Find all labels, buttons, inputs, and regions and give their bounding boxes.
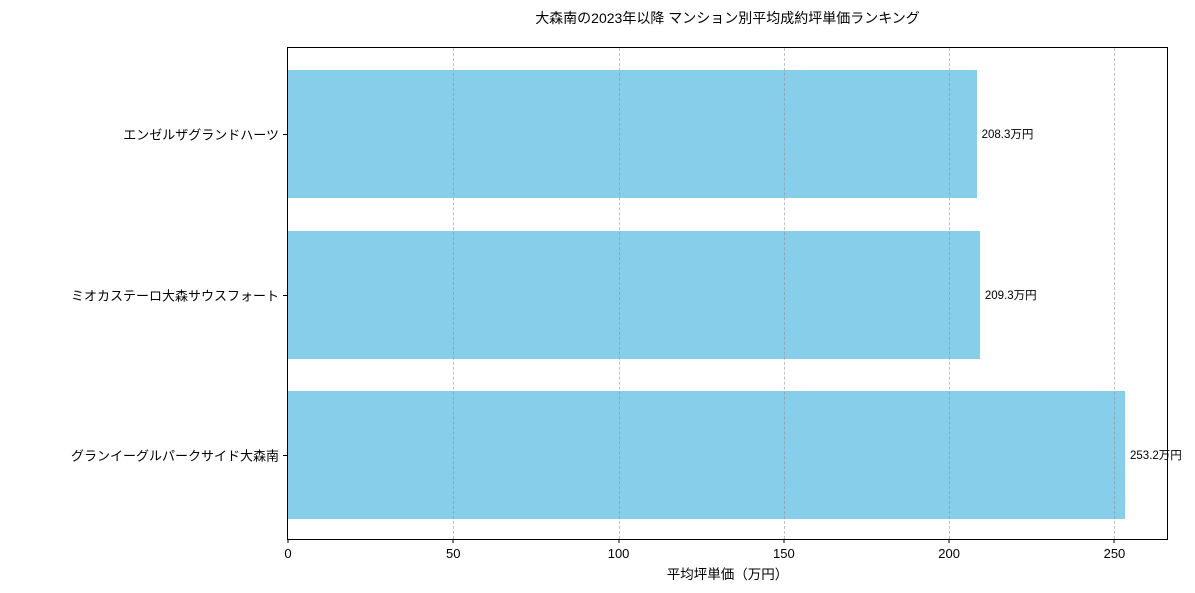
y-tick-mark-2 xyxy=(283,454,287,456)
x-tick-label-100: 100 xyxy=(607,546,630,561)
y-tick-label-0: エンゼルザグランドハーツ xyxy=(123,127,279,143)
bar-1 xyxy=(288,230,980,359)
x-tick-label-0: 0 xyxy=(284,546,292,561)
gridline-x-50 xyxy=(453,48,455,539)
y-tick-label-1: ミオカステーロ大森サウスフォート xyxy=(70,288,279,303)
x-tick-mark-150 xyxy=(783,539,785,543)
x-tick-mark-0 xyxy=(287,539,289,543)
bar-2 xyxy=(288,390,1126,519)
x-tick-mark-100 xyxy=(618,539,620,543)
value-label-2: 253.2万円 xyxy=(1130,449,1182,462)
gridline-x-250 xyxy=(1114,48,1116,539)
x-tick-mark-200 xyxy=(948,539,950,543)
x-tick-label-50: 50 xyxy=(446,546,461,561)
plot-area: 0 50 100 150 200 250 エンゼルザグランドハーツ 208.3万円ミオカステー… xyxy=(71,47,1182,561)
value-label-1: 209.3万円 xyxy=(984,289,1037,302)
x-axis-label: 平均坪単価（万円） xyxy=(666,567,789,582)
value-label-0: 208.3万円 xyxy=(981,129,1034,142)
y-tick-label-2: グランイーグルパークサイド大森南 xyxy=(70,448,279,464)
x-tick-mark-50 xyxy=(452,539,454,543)
gridline-x-150 xyxy=(783,48,785,539)
x-tick-mark-250 xyxy=(1113,539,1115,543)
gridline-x-100 xyxy=(618,48,620,539)
x-tick-label-250: 250 xyxy=(1103,546,1126,561)
gridline-x-200 xyxy=(949,48,951,539)
chart-title: 大森南の2023年以降 マンション別平均成約坪単価ランキング xyxy=(535,10,920,26)
x-tick-label-200: 200 xyxy=(938,546,960,561)
y-tick-mark-0 xyxy=(283,134,287,136)
bar-0 xyxy=(288,70,977,199)
x-tick-label-150: 150 xyxy=(773,546,795,561)
y-tick-mark-1 xyxy=(283,294,287,296)
